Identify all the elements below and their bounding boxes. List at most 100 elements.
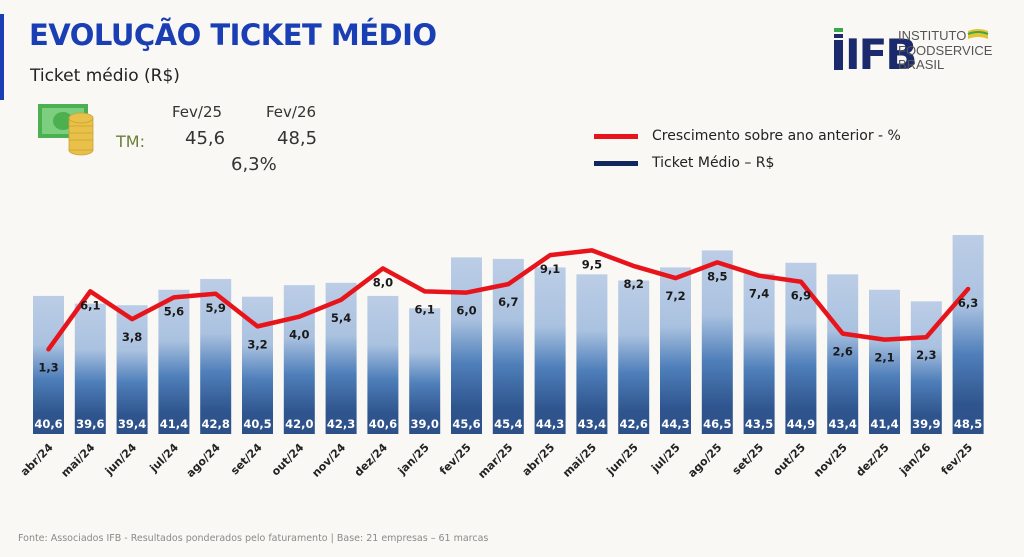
growth-value-label: 2,1 xyxy=(874,351,894,365)
growth-value-label: 2,6 xyxy=(833,345,853,359)
bar-mai/25 xyxy=(576,274,608,434)
growth-value-label: 3,2 xyxy=(247,337,267,351)
page-title: EVOLUÇÃO TICKET MÉDIO xyxy=(29,18,437,52)
x-tick-label: ago/24 xyxy=(184,441,223,480)
growth-value-label: 6,0 xyxy=(456,304,476,318)
bar-jul/25 xyxy=(660,267,691,434)
growth-value-label: 1,3 xyxy=(38,360,58,374)
bar-out/24 xyxy=(283,285,315,434)
logo-line1: INSTITUTO xyxy=(898,28,966,43)
bar-value-label: 43,4 xyxy=(829,417,857,431)
x-tick-label: set/25 xyxy=(730,441,766,477)
footer-source: Fonte: Associados IFB - Resultados ponde… xyxy=(18,533,489,544)
bar-fev/25 xyxy=(952,235,984,434)
x-tick-label: jan/26 xyxy=(896,441,933,478)
growth-value-label: 2,3 xyxy=(916,348,936,362)
legend-swatch-ticket xyxy=(594,160,638,166)
bar-value-label: 44,9 xyxy=(787,417,815,431)
bar-nov/25 xyxy=(827,274,859,434)
bar-jul/24 xyxy=(158,289,190,434)
x-tick-label: fev/25 xyxy=(437,441,474,478)
x-tick-label: out/25 xyxy=(771,441,808,478)
growth-value-label: 8,0 xyxy=(373,275,393,289)
growth-value-label: 9,1 xyxy=(540,262,560,276)
legend-swatch-growth xyxy=(594,133,638,139)
page-subtitle: Ticket médio (R$) xyxy=(30,66,180,86)
bar-set/25 xyxy=(743,273,775,434)
x-tick-label: jul/25 xyxy=(648,441,682,475)
x-tick-label: nov/25 xyxy=(811,441,850,480)
growth-value-label: 6,3 xyxy=(958,296,978,310)
bar-value-label: 44,3 xyxy=(536,417,564,431)
bar-jun/24 xyxy=(116,305,148,434)
x-tick-label: fev/25 xyxy=(939,441,976,478)
growth-value-label: 7,4 xyxy=(749,287,769,301)
growth-value-label: 9,5 xyxy=(582,257,602,271)
legend-item-growth: Crescimento sobre ano anterior - % xyxy=(594,128,901,144)
logo-abbr: IFB xyxy=(845,30,915,72)
ticket-medio-label: TM: xyxy=(116,132,145,151)
growth-value-label: 8,2 xyxy=(624,277,644,291)
bar-mai/24 xyxy=(74,303,106,434)
summary-col1-value: 45,6 xyxy=(185,128,226,149)
bar-value-label: 42,8 xyxy=(202,417,230,431)
summary-growth: 6,3% xyxy=(231,154,277,175)
x-tick-label: abr/24 xyxy=(18,441,56,479)
bar-dez/24 xyxy=(367,295,399,434)
bar-abr/25 xyxy=(534,267,566,434)
x-tick-label: nov/24 xyxy=(309,441,348,480)
bar-dez/25 xyxy=(869,289,900,434)
growth-value-label: 5,4 xyxy=(331,311,351,325)
bar-value-label: 39,4 xyxy=(118,417,146,431)
summary-col1-header: Fev/25 xyxy=(172,103,223,121)
growth-value-label: 5,9 xyxy=(206,301,226,315)
summary-col2-value: 48,5 xyxy=(277,128,318,149)
bar-value-label: 39,0 xyxy=(411,417,439,431)
x-tick-label: jan/25 xyxy=(395,441,432,478)
x-tick-label: jun/25 xyxy=(604,441,641,478)
bar-value-label: 45,4 xyxy=(494,417,522,431)
bar-value-label: 43,5 xyxy=(745,417,773,431)
legend-item-ticket: Ticket Médio – R$ xyxy=(594,155,774,171)
bar-value-label: 41,4 xyxy=(160,417,188,431)
x-tick-label: set/24 xyxy=(228,441,265,478)
bar-fev/25 xyxy=(451,257,482,434)
summary-col2-header: Fev/26 xyxy=(266,103,317,121)
bar-jan/25 xyxy=(409,308,441,434)
bar-value-label: 40,5 xyxy=(243,417,271,431)
growth-value-label: 4,0 xyxy=(289,328,309,342)
bar-value-label: 42,0 xyxy=(285,417,313,431)
x-tick-label: dez/25 xyxy=(853,441,891,479)
bar-value-label: 40,6 xyxy=(369,417,397,431)
growth-value-label: 8,5 xyxy=(707,269,727,283)
x-tick-label: mar/25 xyxy=(475,441,515,481)
x-tick-label: ago/25 xyxy=(685,441,724,480)
bar-value-label: 46,5 xyxy=(703,417,731,431)
bar-nov/24 xyxy=(325,282,357,434)
bar-value-label: 42,3 xyxy=(327,417,355,431)
growth-value-label: 3,8 xyxy=(122,330,142,344)
growth-value-label: 6,7 xyxy=(498,295,518,309)
logo-line3: BRASIL xyxy=(898,57,944,72)
growth-value-label: 7,2 xyxy=(665,289,685,303)
logo-line2: FOODSERVICE xyxy=(898,43,993,58)
legend-label-growth: Crescimento sobre ano anterior - % xyxy=(652,128,901,144)
bar-jun/25 xyxy=(618,280,650,434)
bar-value-label: 43,4 xyxy=(578,417,606,431)
bar-value-label: 48,5 xyxy=(954,417,982,431)
bar-value-label: 39,6 xyxy=(76,417,104,431)
bar-value-label: 40,6 xyxy=(34,417,62,431)
growth-value-label: 5,6 xyxy=(164,304,184,318)
ifb-logo: IFB INSTITUTO FOODSERVICE BRASIL xyxy=(834,28,993,72)
bar-ago/24 xyxy=(200,278,232,434)
bar-value-label: 45,6 xyxy=(452,417,480,431)
bar-ago/25 xyxy=(701,250,733,434)
bar-value-label: 44,3 xyxy=(661,417,689,431)
growth-value-label: 6,9 xyxy=(791,289,811,303)
x-tick-label: abr/25 xyxy=(520,441,558,479)
growth-value-label: 6,1 xyxy=(415,302,435,316)
x-tick-label: jul/24 xyxy=(147,441,182,476)
bar-jan/26 xyxy=(910,301,942,434)
bar-value-label: 42,6 xyxy=(620,417,648,431)
growth-value-label: 6,1 xyxy=(80,298,100,312)
